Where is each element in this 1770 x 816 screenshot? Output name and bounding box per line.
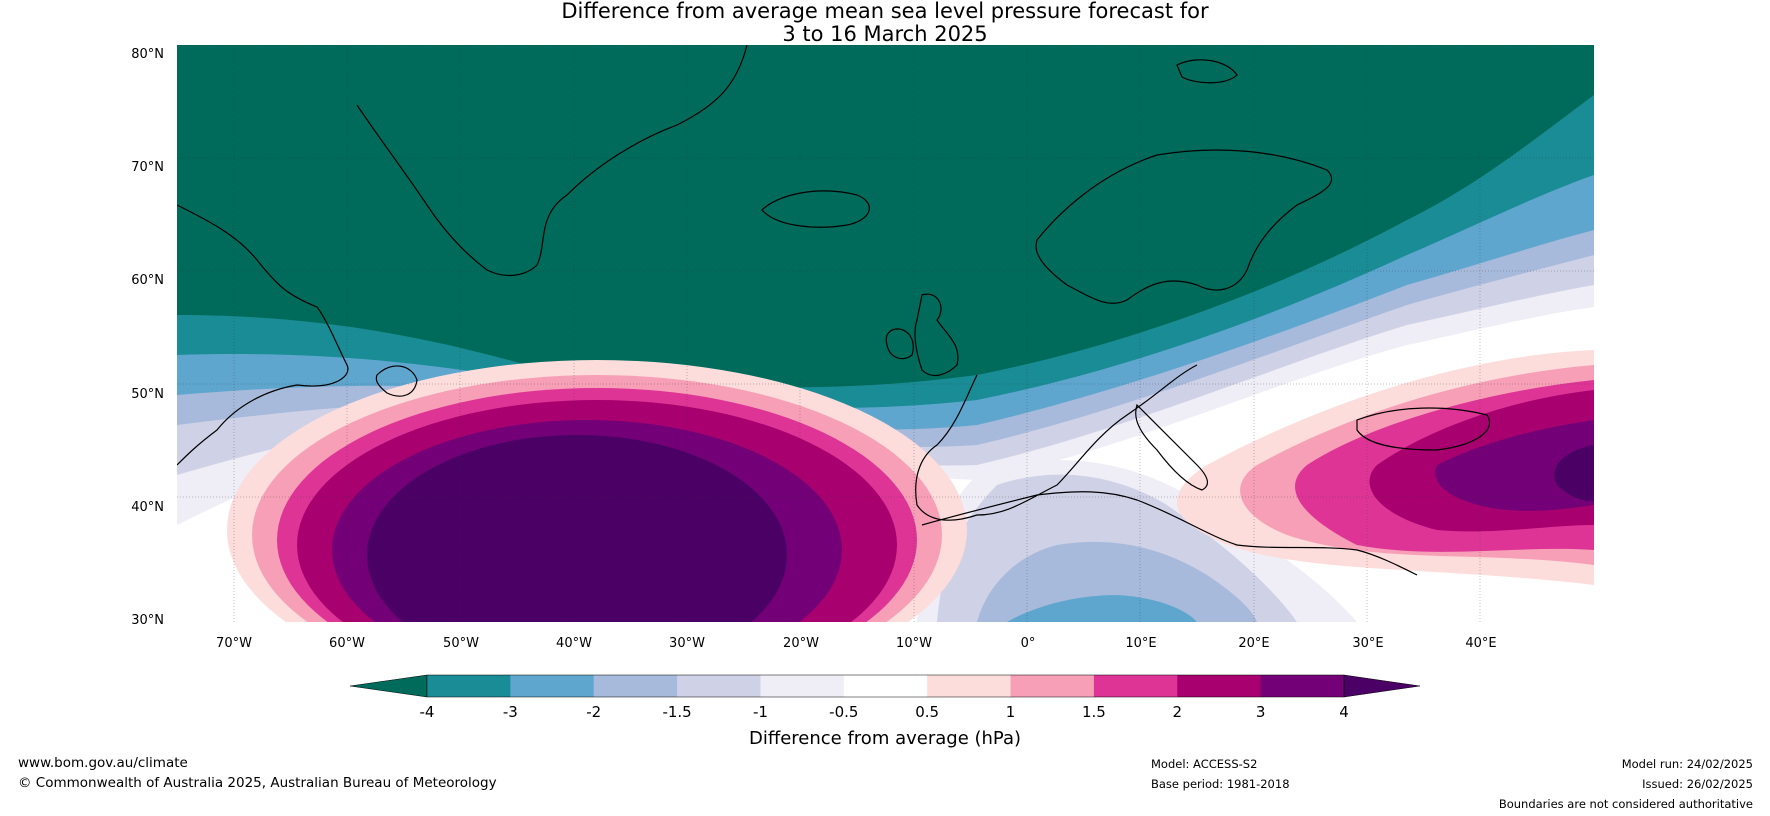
colorbar-segment [593,675,678,697]
italy-coast [1135,403,1209,491]
colorbar-segment [510,675,595,697]
colorbar-segment [927,675,1012,697]
colorbar-label: Difference from average (hPa) [748,728,1022,749]
svalbard-coast [1176,59,1238,84]
colorbar-frame [426,674,1345,698]
colorbar-tick-label: 0.5 [915,703,940,721]
lon-label-10e: 10°E [1125,636,1157,651]
lon-label-20w: 20°W [783,636,819,651]
colorbar-segment [427,675,511,697]
newfoundland-coast [375,365,418,397]
lon-label-60w: 60°W [329,636,365,651]
colorbar-segments [349,674,1421,698]
lon-label-50w: 50°W [443,636,479,651]
lon-label-40e: 40°E [1465,636,1497,651]
lon-label-0: 0° [1020,636,1036,651]
colorbar-extend-max [1343,674,1421,698]
colorbar-segment [1260,675,1345,697]
footer-base-period: Base period: 1981-2018 [1151,777,1290,791]
colorbar-segment [1177,675,1262,697]
lat-label-80n: 80°N [131,47,164,62]
western-europe-coast [915,364,1198,521]
colorbar-segment [677,675,761,697]
iceland-coast [761,190,870,228]
colorbar-tick-label: -1.5 [662,703,692,721]
footer-model-run: Model run: 24/02/2025 [1621,757,1753,771]
footer-disclaimer: Boundaries are not considered authoritat… [1498,797,1753,811]
north-africa-coast [921,491,1418,576]
map-graticule [177,45,1594,622]
lon-label-30e: 30°E [1352,636,1384,651]
lat-label-60n: 60°N [131,273,164,288]
lon-label-20e: 20°E [1238,636,1270,651]
scandinavia-coast [1035,149,1333,304]
ireland-coast [885,328,914,360]
colorbar-tick-label: -4 [419,703,435,721]
colorbar-tick-label: -1 [752,703,768,721]
footer-issued: Issued: 26/02/2025 [1642,777,1753,791]
footer-model: Model: ACCESS-S2 [1151,757,1258,771]
lat-label-50n: 50°N [131,387,164,402]
map-canvas [177,45,1594,622]
black-sea-coast [1356,407,1491,451]
footer-url[interactable]: www.bom.gov.au/climate [18,755,188,771]
colorbar-tick-label: -0.5 [829,703,859,721]
colorbar-segment [843,675,928,697]
lon-label-40w: 40°W [556,636,592,651]
colorbar-svg [349,674,1421,698]
lat-label-70n: 70°N [131,160,164,175]
colorbar-segment [760,675,845,697]
lat-label-40n: 40°N [131,500,164,515]
colorbar [349,672,1421,707]
colorbar-tick-label: -2 [586,703,602,721]
lat-label-30n: 30°N [131,613,164,628]
colorbar-extend-min [349,674,428,698]
greenland-coast [356,45,748,277]
chart-title: Difference from average mean sea level p… [561,0,1209,23]
lon-label-70w: 70°W [216,636,252,651]
colorbar-tick-label: 4 [1339,703,1349,721]
colorbar-tick-label: -3 [502,703,518,721]
colorbar-tick-label: 2 [1172,703,1183,721]
atlantic-high-anomaly [227,360,967,622]
colorbar-segment [1093,675,1178,697]
canada-coast [177,204,349,466]
britain-coast [914,293,959,377]
colorbar-tick-label: 3 [1255,703,1266,721]
colorbar-segment [1010,675,1095,697]
eastern-high-anomaly [1177,350,1594,585]
coastlines [177,45,1491,576]
colorbar-tick-label: 1 [1005,703,1016,721]
colorbar-tick-label: 1.5 [1081,703,1106,721]
chart-subtitle: 3 to 16 March 2025 [782,22,988,46]
pressure-anomaly-map [177,45,1594,622]
lon-label-30w: 30°W [669,636,705,651]
anomaly-south-minus-2 [1007,595,1197,622]
footer-copyright: © Commonwealth of Australia 2025, Austra… [18,775,497,791]
anomaly-south-minus-1-5 [977,541,1257,622]
lon-label-10w: 10°W [896,636,932,651]
